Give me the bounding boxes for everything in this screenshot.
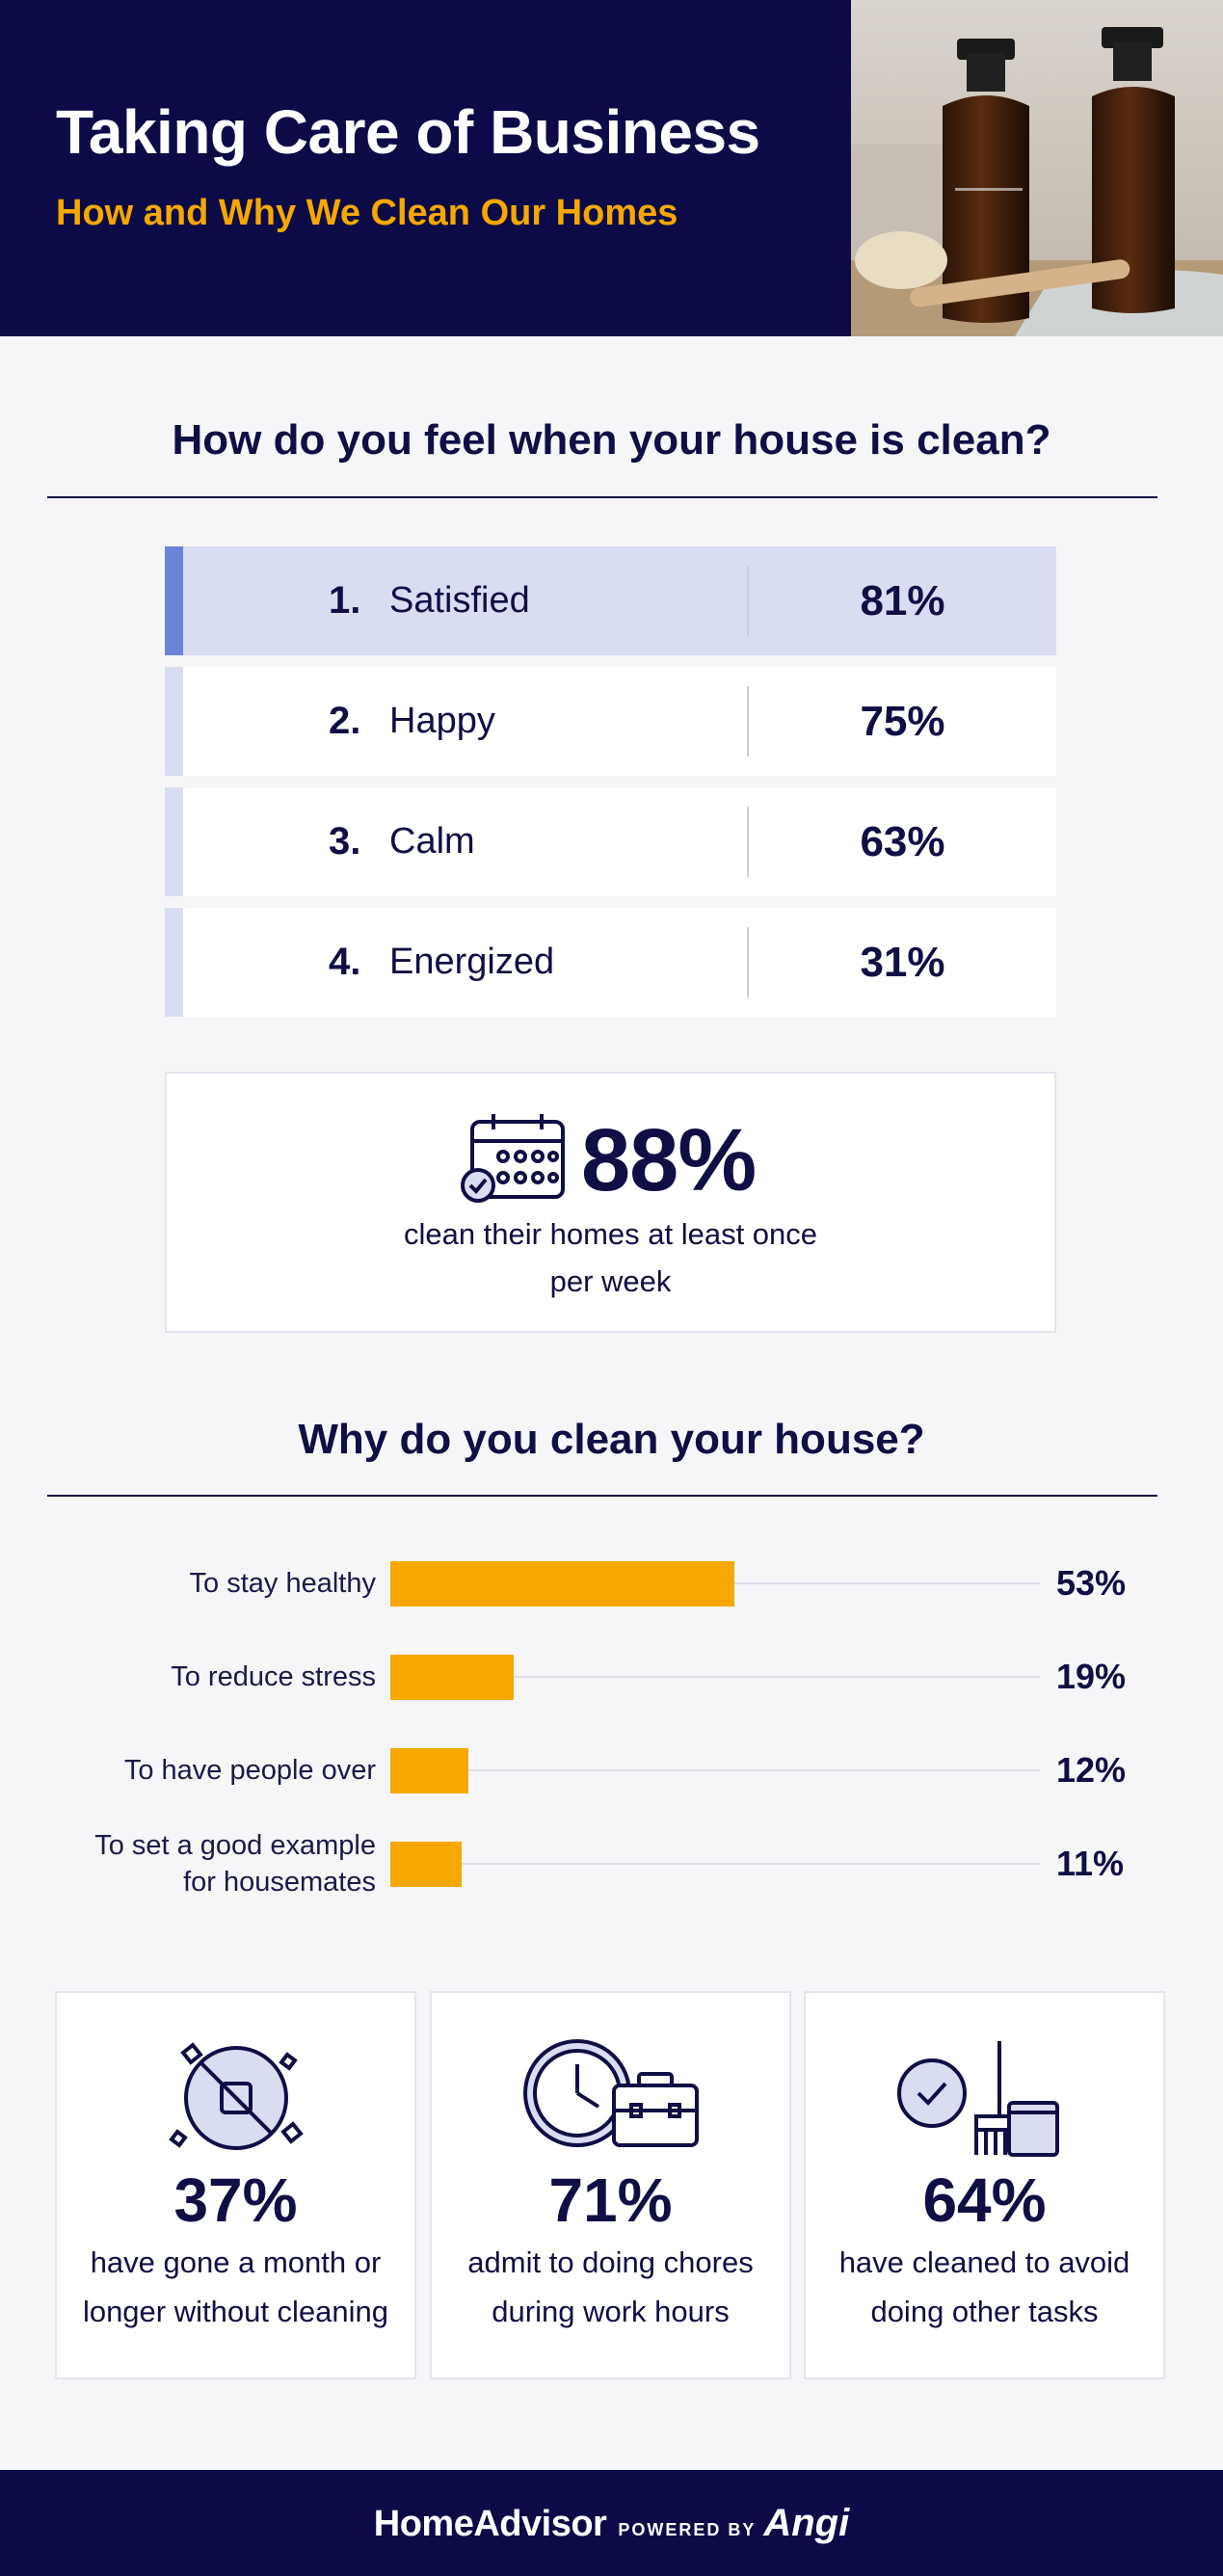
clock-briefcase-icon <box>432 2035 789 2161</box>
stat-card-work-hours: 71% admit to doing chores during work ho… <box>430 1991 791 2379</box>
bar-value-label: 12% <box>1056 1750 1127 1790</box>
header-photo <box>851 0 1223 336</box>
stat-text: have gone a month or longer without clea… <box>82 2245 389 2328</box>
rank-value: 81% <box>860 577 945 624</box>
bar-value-label: 19% <box>1056 1657 1127 1696</box>
rank-label: Calm <box>389 821 475 862</box>
weekly-cleaning-text: clean their homes at least once per week <box>403 1217 818 1298</box>
rank-row-1: 1. Satisfied 81% <box>165 546 1056 655</box>
rank-label: Energized <box>389 942 555 982</box>
calendar-check-icon <box>459 1112 567 1208</box>
stat-card-no-cleaning: 37% have gone a month or longer without … <box>55 1991 416 2379</box>
bar-value-label: 53% <box>1056 1563 1127 1603</box>
feel-section-title: How do you feel when your house is clean… <box>172 416 1051 464</box>
rank-value: 31% <box>860 939 945 986</box>
bar-label: To set a good example for housemates <box>94 1830 376 1898</box>
stat-value: 64% <box>922 2165 1047 2235</box>
bar-track <box>390 1863 1040 1865</box>
bar <box>390 1842 462 1887</box>
bar <box>390 1748 468 1793</box>
bar <box>390 1561 734 1607</box>
stat-text: admit to doing chores during work hours <box>467 2245 754 2328</box>
rank-number: 4. <box>329 941 361 983</box>
brand-name: HomeAdvisor <box>373 2504 607 2544</box>
check-mop-bucket-icon <box>806 2035 1163 2161</box>
bar-label: To have people over <box>123 1755 376 1786</box>
bar <box>390 1655 514 1700</box>
bar-track <box>390 1769 1040 1771</box>
header: Taking Care of Business How and Why We C… <box>0 0 1223 336</box>
why-section-title: Why do you clean your house? <box>298 1416 925 1463</box>
bar-value-label: 11% <box>1056 1844 1125 1883</box>
prohibited-cleaning-icon <box>57 2035 414 2161</box>
rank-number: 3. <box>329 820 361 863</box>
weekly-cleaning-value: 88% <box>581 1111 757 1209</box>
bar-track <box>390 1676 1040 1678</box>
footer: HomeAdvisor POWERED BY Angi <box>0 2470 1223 2576</box>
rank-row-3: 3. Calm 63% <box>165 787 1056 896</box>
page-title: Taking Care of Business <box>56 97 760 167</box>
stat-card-avoid-tasks: 64% have cleaned to avoid doing other ta… <box>804 1991 1165 2379</box>
partner-name: Angi <box>763 2502 850 2544</box>
rank-number: 1. <box>329 579 361 622</box>
stat-value: 71% <box>548 2165 673 2235</box>
rank-value: 63% <box>860 818 945 865</box>
footer-logo: HomeAdvisor POWERED BY Angi <box>0 2470 1223 2576</box>
stat-value: 37% <box>173 2165 298 2235</box>
page-subtitle: How and Why We Clean Our Homes <box>56 193 678 233</box>
powered-by-text: POWERED BY <box>618 2520 757 2539</box>
bar-label: To reduce stress <box>171 1661 376 1692</box>
stat-text: have cleaned to avoid doing other tasks <box>838 2245 1130 2328</box>
rank-value: 75% <box>860 698 945 745</box>
section-divider <box>47 1495 1157 1497</box>
rank-row-4: 4. Energized 31% <box>165 908 1056 1017</box>
rank-label: Happy <box>389 701 495 741</box>
bar-label: To stay healthy <box>189 1568 376 1599</box>
rank-label: Satisfied <box>389 580 530 621</box>
section-divider <box>47 496 1157 498</box>
rank-row-2: 2. Happy 75% <box>165 667 1056 776</box>
rank-number: 2. <box>329 700 361 742</box>
weekly-cleaning-card: 88% clean their homes at least once per … <box>165 1072 1056 1333</box>
